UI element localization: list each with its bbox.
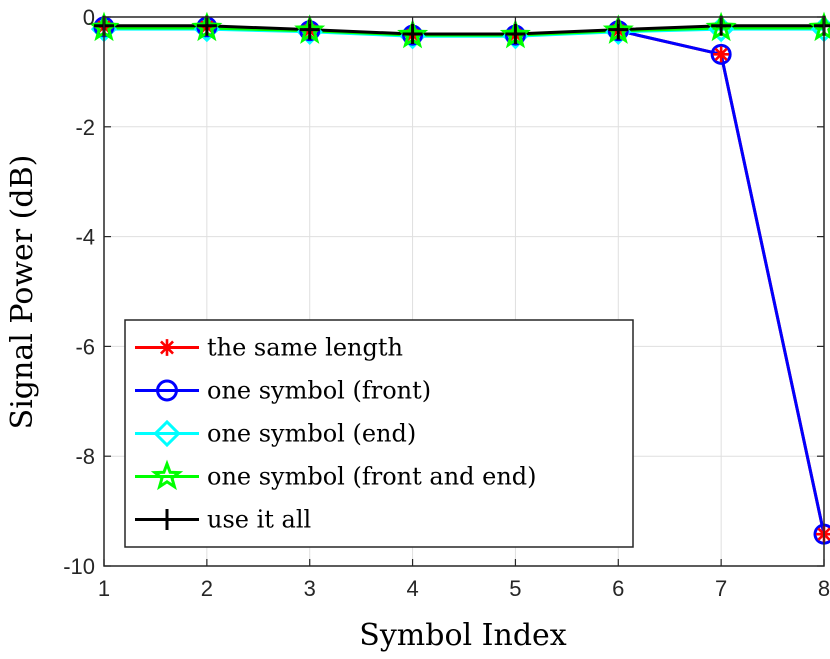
plot-frame <box>103 16 825 567</box>
x-tick-label: 4 <box>406 576 418 601</box>
x-tick-label: 1 <box>98 576 110 601</box>
data-point-asterisk <box>713 46 730 63</box>
x-tick-label: 3 <box>304 576 316 601</box>
legend-label: one symbol (end) <box>207 420 416 448</box>
legend-marker-pentagram <box>150 459 184 491</box>
legend-label: use it all <box>207 506 311 534</box>
y-tick-label: -10 <box>63 554 95 579</box>
series-line <box>104 24 824 36</box>
legend-box <box>124 319 634 548</box>
data-point-plus <box>505 24 526 45</box>
legend-marker-circle <box>156 379 178 402</box>
legend-label: one symbol (front) <box>207 377 431 405</box>
data-point-circle <box>710 43 732 65</box>
x-tick-label: 6 <box>612 576 624 601</box>
x-tick-label: 5 <box>509 576 521 601</box>
legend-marker-plus <box>156 509 178 530</box>
series-lines <box>104 24 826 535</box>
legend: the same length one symbol (front) one sym… <box>124 319 634 548</box>
x-tick-label: 7 <box>715 576 727 601</box>
y-tick-label: 0 <box>83 5 95 30</box>
x-tick-label: 2 <box>201 576 213 601</box>
y-tick-label: -8 <box>75 444 95 469</box>
x-tick-label: 8 <box>818 576 830 601</box>
x-axis-title: Symbol Index <box>359 618 566 653</box>
y-axis-title: Signal Power (dB) <box>5 155 40 430</box>
y-tick-label: -2 <box>75 115 95 140</box>
legend-marker-asterisk <box>158 339 176 356</box>
data-point-asterisk <box>816 526 830 543</box>
y-tick-label: -6 <box>75 334 95 359</box>
data-point-plus <box>402 24 423 45</box>
legend-label: one symbol (front and end) <box>207 463 537 491</box>
y-tick-label: -4 <box>75 225 95 250</box>
legend-label: the same length <box>207 334 403 362</box>
y-axis-ticks: -10 -8 -6 -4 -2 0 <box>63 5 824 579</box>
legend-marker-diamond <box>153 419 181 448</box>
x-axis-ticks: 1 2 3 4 5 6 7 8 <box>98 17 830 601</box>
